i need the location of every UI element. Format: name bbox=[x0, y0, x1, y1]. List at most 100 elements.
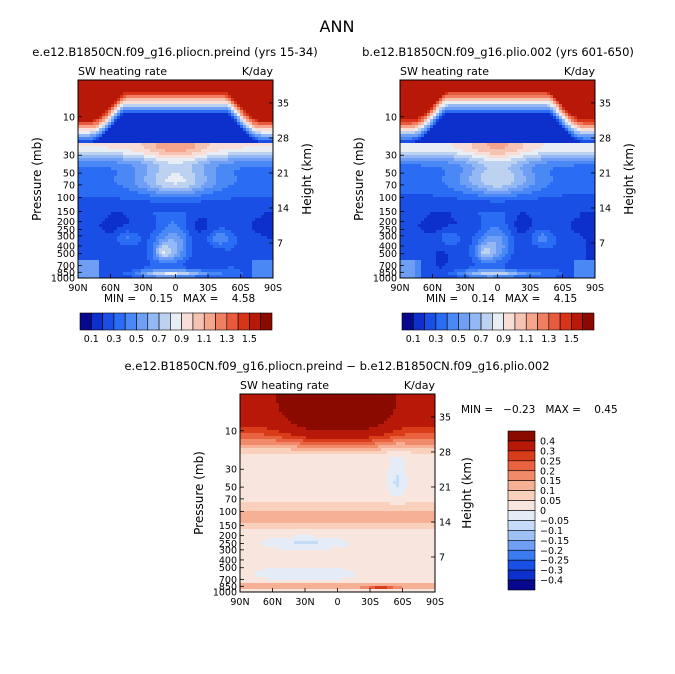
panel-1-field-cell bbox=[84, 272, 88, 276]
panel-1-field-cell bbox=[150, 86, 154, 90]
panel-1-field-cell bbox=[237, 254, 241, 258]
panel-1-field-cell bbox=[144, 215, 148, 219]
panel-1-field-cell bbox=[108, 125, 112, 129]
panel-1-field-cell bbox=[111, 218, 115, 222]
panel-1-x-tick-label: 60N bbox=[101, 283, 120, 294]
panel-2-field-cell bbox=[445, 101, 449, 105]
panel-1-field-cell bbox=[201, 107, 205, 111]
panel-1-field-cell bbox=[270, 209, 273, 213]
panel-2-field-cell bbox=[538, 80, 542, 84]
panel-2-field-cell bbox=[469, 98, 473, 102]
panel-1-field-cell bbox=[183, 251, 187, 255]
panel-1-field-cell bbox=[219, 140, 223, 144]
panel-1-field-cell bbox=[270, 95, 273, 99]
panel-1-field-cell bbox=[138, 83, 142, 87]
panel-1-field-cell bbox=[174, 272, 178, 276]
panel-1-field-cell bbox=[201, 83, 205, 87]
panel-1-field-cell bbox=[228, 254, 232, 258]
panel-1-field-cell bbox=[117, 209, 121, 213]
panel-1-field-cell bbox=[270, 173, 273, 177]
panel-2-field-cell bbox=[403, 107, 407, 111]
panel-1-field-cell bbox=[141, 221, 145, 225]
panel-1-field-cell bbox=[150, 182, 154, 186]
panel-1-field-cell bbox=[144, 146, 148, 150]
panel-1-field-cell bbox=[132, 125, 136, 129]
panel-1-field-cell bbox=[141, 86, 145, 90]
panel-1-field-cell bbox=[93, 245, 97, 249]
panel-2-field-cell bbox=[535, 101, 539, 105]
panel-1-field-cell bbox=[195, 140, 199, 144]
panel-1-field-cell bbox=[111, 116, 115, 120]
panel-1-field-cell bbox=[159, 197, 163, 201]
panel-1-field-cell bbox=[150, 206, 154, 210]
panel-1-field-cell bbox=[165, 92, 169, 96]
panel-1-field-cell bbox=[270, 176, 273, 180]
panel-1-x-tick-label: 30N bbox=[133, 283, 152, 294]
panel-1-field-cell bbox=[171, 179, 175, 183]
panel-1-field-cell bbox=[114, 245, 118, 249]
panel-1-field-cell bbox=[168, 83, 172, 87]
panel-1-field-cell bbox=[207, 104, 211, 108]
panel-1-field-cell bbox=[240, 98, 244, 102]
panel-1-field-cell bbox=[198, 254, 202, 258]
panel-1-field-cell bbox=[243, 251, 247, 255]
panel-1-field-cell bbox=[90, 170, 94, 174]
panel-2-field-cell bbox=[574, 98, 578, 102]
panel-1-field-cell bbox=[186, 89, 190, 93]
panel-2-field-cell bbox=[517, 104, 521, 108]
panel-1-field-cell bbox=[261, 170, 265, 174]
panel-1-field-cell bbox=[228, 272, 232, 276]
panel-1-field-cell bbox=[261, 194, 265, 198]
panel-1-field-cell bbox=[216, 230, 220, 234]
panel-1-field-cell bbox=[78, 98, 82, 102]
panel-1-field-cell bbox=[177, 272, 181, 276]
panel-2-field-cell bbox=[577, 92, 581, 96]
panel-1-field-cell bbox=[102, 86, 106, 90]
panel-2-field-cell bbox=[529, 95, 533, 99]
panel-1-field-cell bbox=[144, 263, 148, 267]
panel-1-field-cell bbox=[204, 251, 208, 255]
panel-1-field-cell bbox=[240, 104, 244, 108]
panel-1-field-cell bbox=[255, 269, 259, 273]
panel-1-field-cell bbox=[228, 242, 232, 246]
panel-1-field-cell bbox=[171, 146, 175, 150]
panel-1-field-cell bbox=[189, 215, 193, 219]
panel-1-field-cell bbox=[198, 80, 202, 84]
panel-1-field-cell bbox=[114, 164, 118, 168]
panel-1-field-cell bbox=[234, 110, 238, 114]
panel-1-field-cell bbox=[114, 128, 118, 132]
panel-2-field-cell bbox=[532, 89, 536, 93]
panel-2-field-cell bbox=[433, 107, 437, 111]
panel-1-field-cell bbox=[237, 215, 241, 219]
panel-1-field-cell bbox=[216, 269, 220, 273]
panel-1-field-cell bbox=[180, 206, 184, 210]
panel-1-field-cell bbox=[87, 194, 91, 198]
panel-1-field-cell bbox=[195, 236, 199, 240]
panel-1-field-cell bbox=[246, 230, 250, 234]
panel-1-field-cell bbox=[270, 104, 273, 108]
panel-2-field-cell bbox=[457, 98, 461, 102]
panel-2-field-cell bbox=[436, 92, 440, 96]
panel-1-field-cell bbox=[129, 254, 133, 258]
panel-1-field-cell bbox=[174, 254, 178, 258]
panel-2-field-cell bbox=[400, 104, 404, 108]
panel-1-field-cell bbox=[264, 272, 268, 276]
panel-1-field-cell bbox=[120, 185, 124, 189]
panel-1-field-cell bbox=[201, 182, 205, 186]
panel-1-field-cell bbox=[171, 110, 175, 114]
panel-1-field-cell bbox=[153, 158, 157, 162]
panel-1-field-cell bbox=[138, 236, 142, 240]
panel-1-field-cell bbox=[105, 200, 109, 204]
panel-1-field-cell bbox=[207, 125, 211, 129]
panel-2-field-cell bbox=[460, 92, 464, 96]
panel-1-field-cell bbox=[207, 149, 211, 153]
panel-1-field-cell bbox=[267, 80, 271, 84]
panel-1-field-cell bbox=[105, 191, 109, 195]
panel-1-field-cell bbox=[210, 116, 214, 120]
panel-1-field-cell bbox=[249, 101, 253, 105]
panel-1-field-cell bbox=[258, 209, 262, 213]
panel-2-field-cell bbox=[547, 89, 551, 93]
panel-2-field-cell bbox=[487, 83, 491, 87]
panel-1-field-cell bbox=[222, 128, 226, 132]
panel-1-field-cell bbox=[228, 119, 232, 123]
